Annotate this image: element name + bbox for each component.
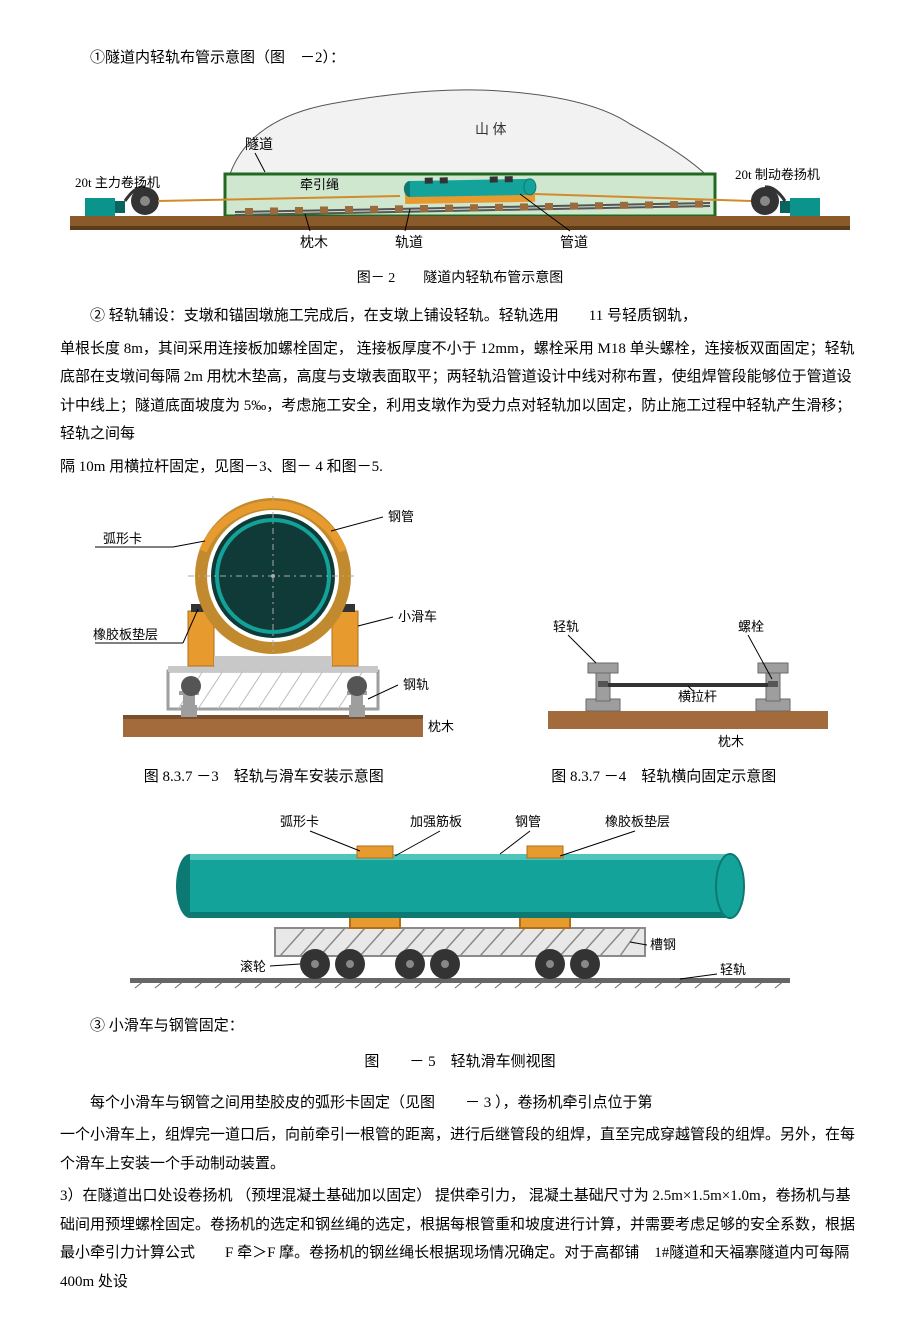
- rope-label: 牵引绳: [300, 177, 339, 192]
- pipe-body: [190, 854, 730, 918]
- mountain-shape: [230, 89, 710, 178]
- stiff-label: 加强筋板: [410, 814, 462, 829]
- sleeper-label: 枕木: [428, 719, 454, 734]
- rail-label: 轨道: [395, 235, 423, 251]
- wheel: [347, 676, 367, 696]
- tie-label: 横拉杆: [678, 689, 717, 704]
- brake-winch-label: 20t 制动卷扬机: [735, 167, 820, 182]
- intro-line: ①隧道内轻轨布管示意图（图 －2）：: [60, 44, 860, 73]
- wheel: [181, 676, 201, 696]
- rail-label: 轻轨: [553, 619, 579, 634]
- cart-label: 小滑车: [398, 609, 437, 624]
- sleeper-label: 枕木: [718, 734, 744, 749]
- main-winch: [85, 186, 159, 215]
- rubber-label: 橡胶板垫层: [93, 627, 158, 642]
- figure-3-caption: 图 8.3.7 －3 轻轨与滑车安装示意图: [144, 763, 384, 792]
- para-3b: 一个小滑车上，组焊完一道口后，向前牵引一根管的距离，进行后继管段的组焊，直至完成…: [60, 1121, 860, 1178]
- figures-3-4-row: 弧形卡 橡胶板垫层 钢管 小滑车 钢轨 枕木 轻轨 螺栓 横拉杆 枕木: [60, 485, 860, 757]
- rail-label: 轻轨: [720, 962, 746, 977]
- figure-4: 轻轨 螺栓 横拉杆 枕木: [538, 591, 838, 751]
- steel-pipe-label: 钢管: [515, 814, 541, 829]
- rail-label: 钢轨: [403, 677, 429, 692]
- wheels: [300, 949, 600, 979]
- sleeper-rect: [548, 711, 828, 729]
- bolt-label: 螺栓: [738, 619, 764, 634]
- figure-5: 弧形卡 加强筋板 钢管 橡胶板垫层 滚轮 槽钢 轻轨: [60, 806, 860, 1006]
- pipe-label: 管道: [560, 235, 588, 251]
- para-2c: 隔 10m 用横拉杆固定，见图－3、图－ 4 和图－5.: [60, 453, 860, 482]
- rubber-label: 橡胶板垫层: [605, 814, 670, 829]
- main-winch-label: 20t 主力卷扬机: [75, 175, 160, 190]
- figure-2: 山 体 隧道 20t 主力卷扬机 20t 制动卷扬机: [60, 79, 860, 254]
- arc-clip-label: 弧形卡: [280, 814, 319, 829]
- para-3c: 3）在隧道出口处设卷扬机 （预埋混凝土基础加以固定） 提供牵引力， 混凝土基础尺…: [60, 1182, 860, 1296]
- sleeper-rect: [123, 719, 423, 737]
- figure-2-caption: 图－ 2 隧道内轻轨布管示意图: [357, 266, 564, 293]
- brake-winch: [751, 186, 820, 215]
- roller-label: 滚轮: [240, 959, 266, 974]
- sleeper-label: 枕木: [300, 235, 328, 251]
- figure-5-caption: 图 － 5 轻轨滑车侧视图: [60, 1048, 860, 1077]
- tunnel-label: 隧道: [245, 137, 273, 153]
- figure-3: 弧形卡 橡胶板垫层 钢管 小滑车 钢轨 枕木: [83, 491, 463, 751]
- para-3a: 每个小滑车与钢管之间用垫胶皮的弧形卡固定（见图 － 3 ），卷扬机牵引点位于第: [60, 1089, 860, 1118]
- arc-clip-label: 弧形卡: [103, 531, 142, 546]
- line-3: ③ 小滑车与钢管固定：: [60, 1012, 860, 1041]
- ground-dark: [70, 226, 850, 230]
- channel-label: 槽钢: [650, 937, 676, 952]
- figure-4-caption: 图 8.3.7 －4 轻轨横向固定示意图: [551, 763, 776, 792]
- steel-pipe-label: 钢管: [388, 509, 414, 524]
- mountain-label: 山 体: [475, 122, 507, 138]
- ground: [70, 216, 850, 226]
- para-2a: ② 轻轨辅设：支墩和锚固墩施工完成后，在支墩上铺设轻轨。轻轨选用 11 号轻质钢…: [60, 302, 860, 331]
- para-2b: 单根长度 8m，其间采用连接板加螺栓固定， 连接板厚度不小于 12mm，螺栓采用…: [60, 335, 860, 449]
